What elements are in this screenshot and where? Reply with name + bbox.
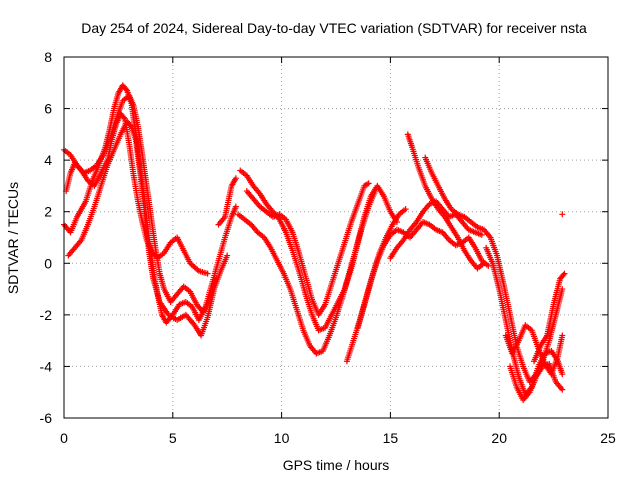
data-point <box>559 332 566 339</box>
axis-tick-labels: 0 5 10 15 20 25 -6 -4 -2 0 2 4 6 8 <box>40 49 616 446</box>
data-point <box>224 252 231 259</box>
data-point <box>232 203 239 210</box>
axis-ticks <box>63 56 609 419</box>
series-trace-7 <box>235 188 379 357</box>
data-point <box>120 114 127 121</box>
x-tick-label: 10 <box>274 430 290 446</box>
y-axis-label: SDTVAR / TECUs <box>5 182 21 294</box>
x-tick-label: 15 <box>383 430 399 446</box>
plot-frame <box>63 56 609 419</box>
y-tick-label: 8 <box>44 49 52 65</box>
series-trace-10 <box>354 219 492 331</box>
x-tick-label: 5 <box>169 430 177 446</box>
data-point <box>559 211 566 218</box>
data-point <box>213 275 220 282</box>
x-tick-label: 20 <box>491 430 507 446</box>
series-trace-4 <box>61 92 220 316</box>
data-point <box>561 270 568 277</box>
series-trace-17 <box>531 270 568 365</box>
chart-title: Day 254 of 2024, Sidereal Day-to-day VTE… <box>81 20 587 36</box>
data-point <box>123 86 130 93</box>
series-trace-12 <box>404 131 487 272</box>
series-trace-18 <box>559 211 566 218</box>
data-point <box>560 271 567 278</box>
data-point <box>232 175 239 182</box>
data-points <box>61 82 568 403</box>
data-point <box>480 260 487 267</box>
data-point <box>365 180 372 187</box>
y-tick-label: -6 <box>40 410 53 426</box>
series-trace-16 <box>507 360 566 403</box>
data-point <box>372 188 379 195</box>
series-trace-8 <box>243 180 372 318</box>
y-tick-label: -4 <box>40 358 53 374</box>
x-axis-label: GPS time / hours <box>283 457 390 473</box>
data-point <box>204 270 211 277</box>
x-tick-label: 25 <box>600 430 616 446</box>
y-tick-label: 6 <box>44 101 52 117</box>
data-point <box>402 206 409 213</box>
y-tick-label: -2 <box>40 307 53 323</box>
y-tick-label: 4 <box>44 152 52 168</box>
x-tick-label: 0 <box>60 430 68 446</box>
data-point <box>559 386 566 393</box>
series-trace-5 <box>215 175 239 228</box>
data-point <box>127 122 134 129</box>
data-point <box>478 231 485 238</box>
y-tick-label: 0 <box>44 255 52 271</box>
data-point <box>559 371 566 378</box>
y-tick-label: 2 <box>44 204 52 220</box>
series-trace-11 <box>387 198 485 262</box>
